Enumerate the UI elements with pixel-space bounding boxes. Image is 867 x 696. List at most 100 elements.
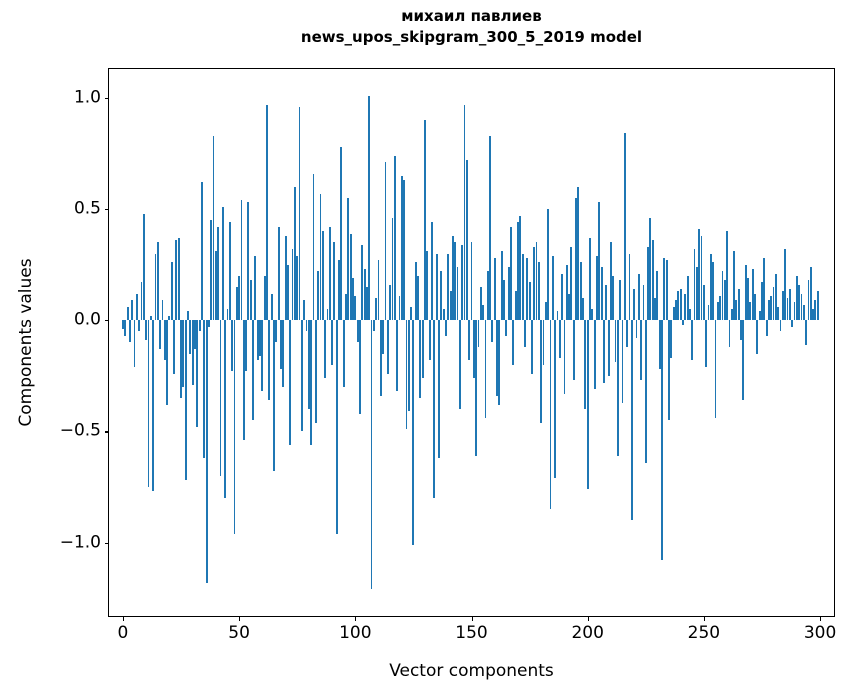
bar	[307, 320, 310, 410]
bar	[177, 237, 180, 321]
bar	[456, 266, 459, 321]
bar	[261, 320, 264, 392]
bar	[614, 320, 617, 363]
bar	[270, 293, 273, 321]
bar	[384, 162, 387, 321]
bar	[716, 302, 719, 321]
x-tick-label: 300	[803, 623, 837, 643]
chart-title: михаил павлиев news_upos_skipgram_300_5_…	[108, 6, 835, 48]
bar	[633, 289, 636, 321]
bar	[135, 293, 138, 321]
bar	[226, 309, 229, 321]
bar	[600, 266, 603, 321]
bar	[235, 286, 238, 321]
bar	[591, 309, 594, 321]
bar	[665, 260, 668, 321]
bar	[300, 320, 303, 432]
bar	[252, 320, 254, 421]
chart-title-line-1: михаил павлиев	[401, 7, 542, 25]
bar	[663, 258, 666, 321]
bar	[233, 320, 236, 534]
bar	[812, 309, 814, 321]
bar	[754, 293, 756, 321]
bar	[454, 242, 457, 321]
bar	[379, 320, 382, 396]
bar	[203, 320, 206, 459]
bar	[526, 258, 529, 321]
bar	[238, 275, 241, 321]
bar	[403, 180, 406, 321]
bar	[510, 226, 512, 321]
bar	[377, 260, 380, 321]
bar	[768, 300, 770, 321]
bar	[726, 231, 729, 321]
bar	[582, 298, 584, 321]
bar	[540, 320, 543, 423]
bar	[612, 275, 615, 321]
bar	[431, 222, 433, 321]
bar	[184, 320, 187, 481]
bar	[470, 242, 473, 321]
bar	[231, 320, 234, 372]
bar	[700, 235, 703, 321]
bar	[398, 295, 401, 321]
bar	[507, 266, 510, 321]
bar	[751, 269, 754, 321]
bar	[744, 264, 747, 321]
bar	[596, 255, 598, 321]
bar	[477, 320, 480, 347]
bar	[352, 278, 354, 321]
bar	[686, 275, 689, 321]
bar	[735, 300, 738, 321]
bar	[517, 222, 519, 321]
bar	[133, 320, 136, 367]
bar	[122, 320, 124, 330]
chart-title-line-2: news_upos_skipgram_300_5_2019 model	[300, 28, 643, 46]
bar	[524, 320, 526, 347]
bar	[342, 320, 345, 387]
bar	[445, 320, 447, 336]
x-tick-mark	[122, 616, 125, 621]
bar	[554, 320, 557, 479]
bar	[800, 293, 803, 321]
bar	[196, 320, 199, 427]
bar	[156, 242, 159, 321]
x-tick-mark	[471, 616, 473, 621]
bar	[626, 320, 629, 347]
bar	[544, 302, 547, 321]
bar	[561, 273, 564, 321]
bar	[712, 262, 715, 321]
bar	[428, 320, 431, 361]
bar	[201, 182, 203, 321]
bar	[607, 320, 610, 376]
bar	[623, 133, 626, 321]
bar	[575, 197, 577, 321]
bar	[675, 300, 677, 321]
bar	[240, 200, 243, 321]
bar	[140, 282, 143, 321]
bar	[212, 135, 215, 321]
bar	[368, 95, 371, 321]
bar	[479, 286, 482, 321]
bar	[168, 315, 171, 321]
bar	[563, 320, 566, 394]
bar	[714, 320, 717, 419]
bar	[465, 160, 468, 321]
bar	[547, 209, 550, 321]
bar	[310, 320, 313, 445]
bar	[303, 300, 306, 321]
bar	[777, 306, 780, 321]
bar	[277, 226, 280, 321]
bar	[438, 320, 440, 459]
bar	[370, 320, 373, 590]
bar	[147, 320, 150, 488]
bar	[359, 320, 361, 414]
bar	[282, 320, 285, 387]
y-tick-mark	[104, 320, 109, 322]
bar	[677, 291, 680, 321]
bar	[124, 320, 127, 336]
bar	[400, 175, 403, 321]
bar	[333, 242, 336, 321]
bar	[128, 320, 131, 343]
bar	[649, 217, 652, 321]
